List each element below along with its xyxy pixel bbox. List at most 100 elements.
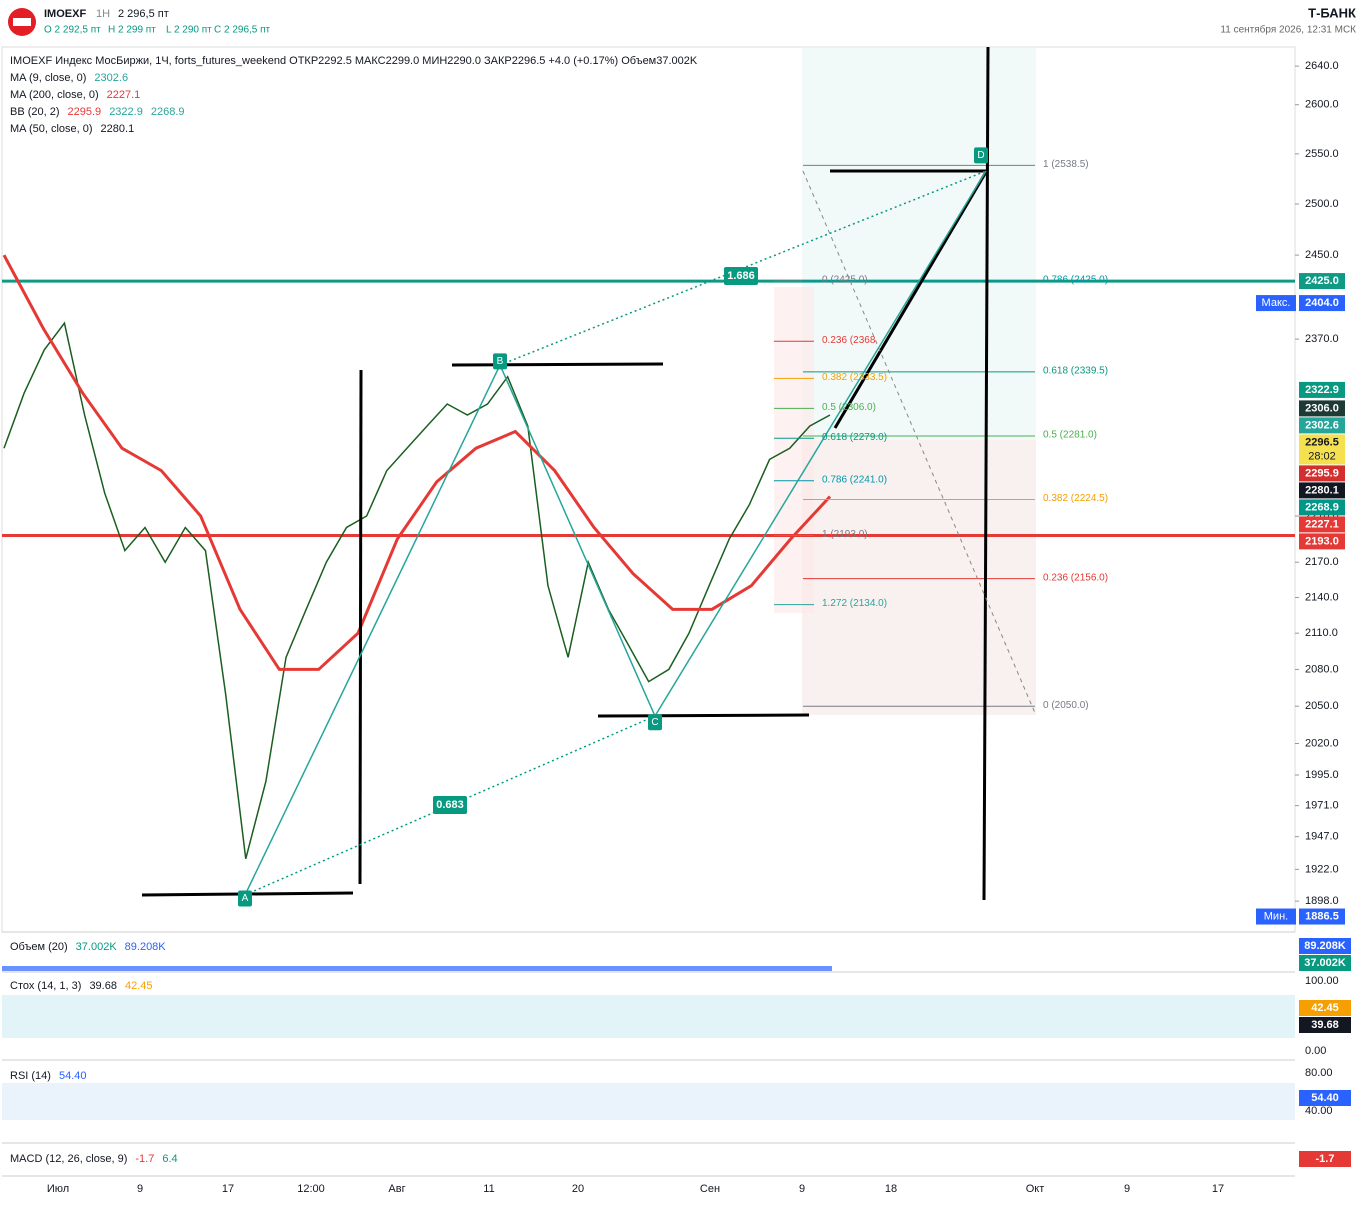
fib-label: 0.618 (2339.5) bbox=[1043, 366, 1108, 377]
price-badge bbox=[1299, 381, 1345, 398]
fib-label: 1 (2193.0) bbox=[822, 529, 868, 540]
legend-entry: MA (200, close, 0) 2227.1 bbox=[10, 89, 140, 101]
pane-legend: Объем (20) 37.002K 89.208K bbox=[10, 941, 166, 953]
pane-badge-label: -1.7 bbox=[1316, 1153, 1335, 1165]
legend-entry: MA (50, close, 0) 2280.1 bbox=[10, 123, 134, 135]
pane-value: 89.208K bbox=[125, 941, 167, 953]
price-badge bbox=[1299, 533, 1345, 550]
fib-zone-low bbox=[802, 440, 1036, 715]
price-badge-label: 2280.1 bbox=[1305, 484, 1339, 496]
stoch-band bbox=[2, 995, 1295, 1038]
brand: Т-БАНК bbox=[1308, 5, 1356, 20]
x-tick-label: 17 bbox=[1212, 1183, 1224, 1195]
pane-legend: MACD (12, 26, close, 9) -1.7 6.4 bbox=[10, 1153, 178, 1165]
price-badge bbox=[1299, 273, 1345, 290]
price-badge-label: 2193.0 bbox=[1305, 535, 1339, 547]
badge-tag-label: Мин. bbox=[1264, 910, 1288, 922]
price-badge bbox=[1299, 482, 1345, 499]
fib-label: 0.236 (2156.0) bbox=[1043, 572, 1108, 583]
x-tick-label: 9 bbox=[799, 1183, 805, 1195]
header-bar bbox=[0, 0, 1366, 46]
price-badge-label: 2302.6 bbox=[1305, 419, 1339, 431]
legend-value: 2280.1 bbox=[101, 123, 135, 135]
y-tick-label: 2020.0 bbox=[1305, 737, 1339, 749]
x-tick-label: 9 bbox=[137, 1183, 143, 1195]
x-tick-label: Окт bbox=[1026, 1183, 1045, 1195]
symbol: IMOEXF bbox=[44, 8, 86, 20]
pane-badge bbox=[1299, 1151, 1351, 1167]
pattern-point-label: D bbox=[977, 150, 984, 161]
fib-label: 0.786 (2241.0) bbox=[822, 474, 887, 485]
last-price: 2 296,5 пт bbox=[118, 8, 169, 20]
pane-badge bbox=[1299, 1000, 1351, 1016]
price-badge bbox=[1299, 400, 1345, 417]
legend-value: 2268.9 bbox=[151, 106, 185, 118]
rsi-band bbox=[2, 1083, 1295, 1120]
y-tick-label: 2640.0 bbox=[1305, 60, 1339, 72]
y-tick-label: 2050.0 bbox=[1305, 700, 1339, 712]
pattern-point bbox=[238, 890, 252, 907]
legend-value: 2322.9 bbox=[109, 106, 143, 118]
pane-badge-label: 54.40 bbox=[1311, 1092, 1339, 1104]
pane-badge-label: 37.002K bbox=[1304, 957, 1346, 969]
y-tick-label: 2550.0 bbox=[1305, 148, 1339, 160]
fib-label: 0.5 (2281.0) bbox=[1043, 430, 1097, 441]
price-badge bbox=[1299, 295, 1345, 312]
ohlc: L 2 290 пт bbox=[166, 25, 212, 36]
pattern-point bbox=[493, 353, 507, 370]
pane-value: -1.7 bbox=[135, 1153, 154, 1165]
fib-label: 1.272 (2134.0) bbox=[822, 598, 887, 609]
x-tick-label: Авг bbox=[388, 1183, 405, 1195]
y-tick-label: 2370.0 bbox=[1305, 333, 1339, 345]
legend-entry: MA (9, close, 0) 2302.6 bbox=[10, 72, 128, 84]
pane-axis-label: 0.00 bbox=[1305, 1045, 1326, 1057]
ratio-box bbox=[724, 267, 758, 285]
pane-badge-label: 39.68 bbox=[1311, 1019, 1339, 1031]
pattern-point-label: B bbox=[497, 356, 504, 367]
legend-value: 2302.6 bbox=[94, 72, 128, 84]
price-badge-label: 2404.0 bbox=[1305, 297, 1339, 309]
fib-label: 0.5 (2306.0) bbox=[822, 402, 876, 413]
legend-entry: IMOEXF Индекс МосБиржи, 1Ч, forts_future… bbox=[10, 55, 698, 67]
x-tick-label: Сен bbox=[700, 1183, 720, 1195]
price-badge-label: 2296.5 bbox=[1305, 436, 1339, 448]
pane-value: 54.40 bbox=[59, 1070, 87, 1082]
fib-label: 0 (2425.0) bbox=[822, 275, 868, 286]
logo-mark bbox=[13, 18, 31, 26]
fib-diagonal bbox=[802, 170, 1036, 714]
pane-value: 39.68 bbox=[89, 980, 117, 992]
ratio-label: 1.686 bbox=[727, 270, 755, 282]
datetime: 11 сентября 2026, 12:31 МСК bbox=[1220, 24, 1356, 36]
y-tick-label: 2170.0 bbox=[1305, 556, 1339, 568]
pattern-point bbox=[974, 147, 988, 164]
price-badge-label: 2425.0 bbox=[1305, 275, 1339, 287]
fib-label: 1 (2538.5) bbox=[1043, 159, 1089, 170]
y-tick-label: 2450.0 bbox=[1305, 249, 1339, 261]
price-badge-label: 2227.1 bbox=[1305, 518, 1339, 530]
pane-badge bbox=[1299, 1090, 1351, 1106]
x-tick-label: Июл bbox=[47, 1183, 69, 1195]
fib-label: 0.786 (2425.0) bbox=[1043, 275, 1108, 286]
y-tick-label: 2110.0 bbox=[1305, 627, 1338, 639]
fib-label: 0.382 (2333.5) bbox=[822, 372, 887, 383]
x-tick-label: 18 bbox=[885, 1183, 897, 1195]
pane-legend: Стох (14, 1, 3) 39.68 42.45 bbox=[10, 980, 153, 992]
price-badge bbox=[1299, 516, 1345, 533]
price-badge-label: 2295.9 bbox=[1305, 467, 1339, 479]
y-tick-label: 1898.0 bbox=[1305, 895, 1339, 907]
pattern-point-label: A bbox=[242, 893, 249, 904]
badge-tag-label: Макс. bbox=[1262, 297, 1291, 309]
ohlc: C 2 296,5 пт bbox=[214, 25, 271, 36]
x-tick-label: 17 bbox=[222, 1183, 234, 1195]
ratio-box bbox=[433, 796, 467, 814]
price-badge bbox=[1299, 434, 1345, 465]
x-tick-label: 12:00 bbox=[297, 1183, 325, 1195]
pane-badge bbox=[1299, 1017, 1351, 1033]
abcd-lines bbox=[244, 170, 987, 896]
pattern-point-label: C bbox=[651, 717, 658, 728]
drawings bbox=[141, 46, 990, 901]
y-tick-label: 1995.0 bbox=[1305, 769, 1339, 781]
x-tick-label: 9 bbox=[1124, 1183, 1130, 1195]
interval: 1H bbox=[96, 8, 110, 20]
